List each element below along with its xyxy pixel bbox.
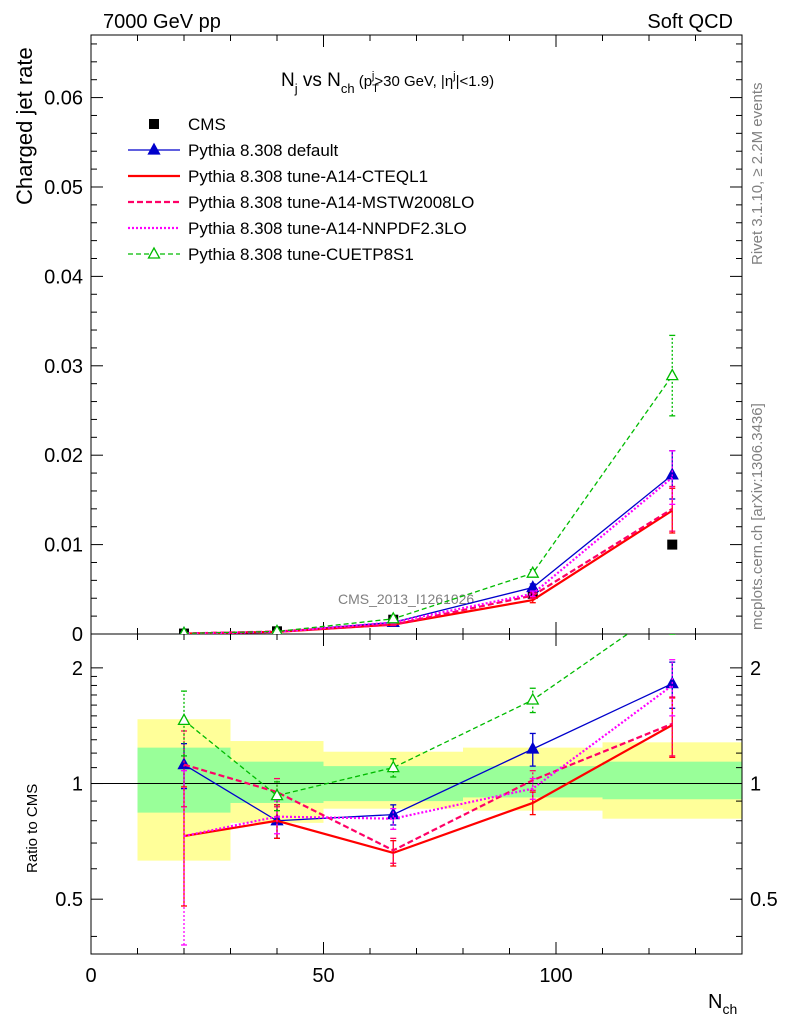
legend-marker-default <box>147 142 161 155</box>
ratio-xtick-label: 100 <box>539 965 572 987</box>
main-point-cuetp8s1 <box>179 626 189 634</box>
main-ylabel: Charged jet rate <box>12 47 37 205</box>
main-ytick-label: 0.03 <box>44 356 83 378</box>
ratio-point-cuetp8s1 <box>526 692 540 705</box>
legend-label-nnpdf: Pythia 8.308 tune-A14-NNPDF2.3LO <box>188 219 467 238</box>
main-point-cuetp8s1 <box>271 624 283 634</box>
legend-marker-cms <box>149 119 159 129</box>
legend-label-mstw: Pythia 8.308 tune-A14-MSTW2008LO <box>188 193 474 212</box>
main-ytick-label: 0.01 <box>44 535 83 557</box>
ratio-ytick-label-right: 1 <box>750 774 761 796</box>
ratio-ytick-label-right: 0.5 <box>750 889 778 911</box>
ratio-axes: 0.5 0.5 1 1 2 2 0 50 100 <box>55 634 778 987</box>
header-right: Soft QCD <box>647 11 733 33</box>
ratio-ytick-label: 0.5 <box>55 889 83 911</box>
header-left: 7000 GeV pp <box>103 11 221 33</box>
legend-label-cteql1: Pythia 8.308 tune-A14-CTEQL1 <box>188 167 428 186</box>
main-axes: 0 0.01 0.02 0.03 0.04 0.05 0.06 <box>44 35 743 646</box>
ratio-point-cuetp8s1 <box>667 597 678 607</box>
band-inner-4 <box>602 761 742 800</box>
rivet-label: Rivet 3.1.10, ≥ 2.2M events <box>749 83 766 266</box>
ratio-ytick-label-right: 2 <box>750 658 761 680</box>
main-ytick-label: 0 <box>72 624 83 646</box>
ratio-point-cuetp8s1 <box>270 788 284 801</box>
main-series <box>179 334 679 634</box>
main-point-cuetp8s1 <box>386 611 400 624</box>
legend: CMS Pythia 8.308 default Pythia 8.308 tune… <box>128 115 474 264</box>
ratio-xlabel: Nch <box>708 991 737 1017</box>
main-line-nnpdf <box>183 476 673 634</box>
legend-marker-cuetp8s1 <box>147 246 161 259</box>
legend-label-cuetp8s1: Pythia 8.308 tune-CUETP8S1 <box>188 245 414 264</box>
ratio-ylabel: Ratio to CMS <box>24 784 41 873</box>
mcplots-label: mcplots.cern.ch [arXiv:1306.3436] <box>749 403 766 630</box>
main-point-cms <box>667 539 678 550</box>
ratio-xtick-label: 50 <box>312 965 334 987</box>
legend-label-cms: CMS <box>188 115 226 134</box>
ratio-series <box>177 597 679 946</box>
main-ytick-label: 0.02 <box>44 445 83 467</box>
main-line-default <box>183 474 673 634</box>
ratio-point-cuetp8s1 <box>386 760 400 773</box>
main-ytick-label: 0.04 <box>44 266 83 288</box>
main-point-default <box>665 467 679 480</box>
main-ytick-label: 0.06 <box>44 88 83 110</box>
main-ytick-label: 0.05 <box>44 177 83 199</box>
main-point-cuetp8s1 <box>526 565 540 578</box>
ratio-point-cuetp8s1 <box>177 713 191 726</box>
ratio-ytick-label: 1 <box>72 774 83 796</box>
ratio-xtick-label: 0 <box>85 965 96 987</box>
ratio-line-cuetp8s1 <box>183 634 629 797</box>
ratio-ytick-label: 2 <box>72 658 83 680</box>
ratio-point-default <box>526 741 540 754</box>
main-point-cuetp8s1 <box>665 368 679 381</box>
legend-label-default: Pythia 8.308 default <box>188 141 339 160</box>
ratio-point-default <box>386 807 400 820</box>
main-title: Nj vs Nch (pTj>30 GeV, |ηj|<1.9) <box>281 70 494 96</box>
main-clipped <box>179 334 679 634</box>
ratio-clipped <box>177 597 679 946</box>
